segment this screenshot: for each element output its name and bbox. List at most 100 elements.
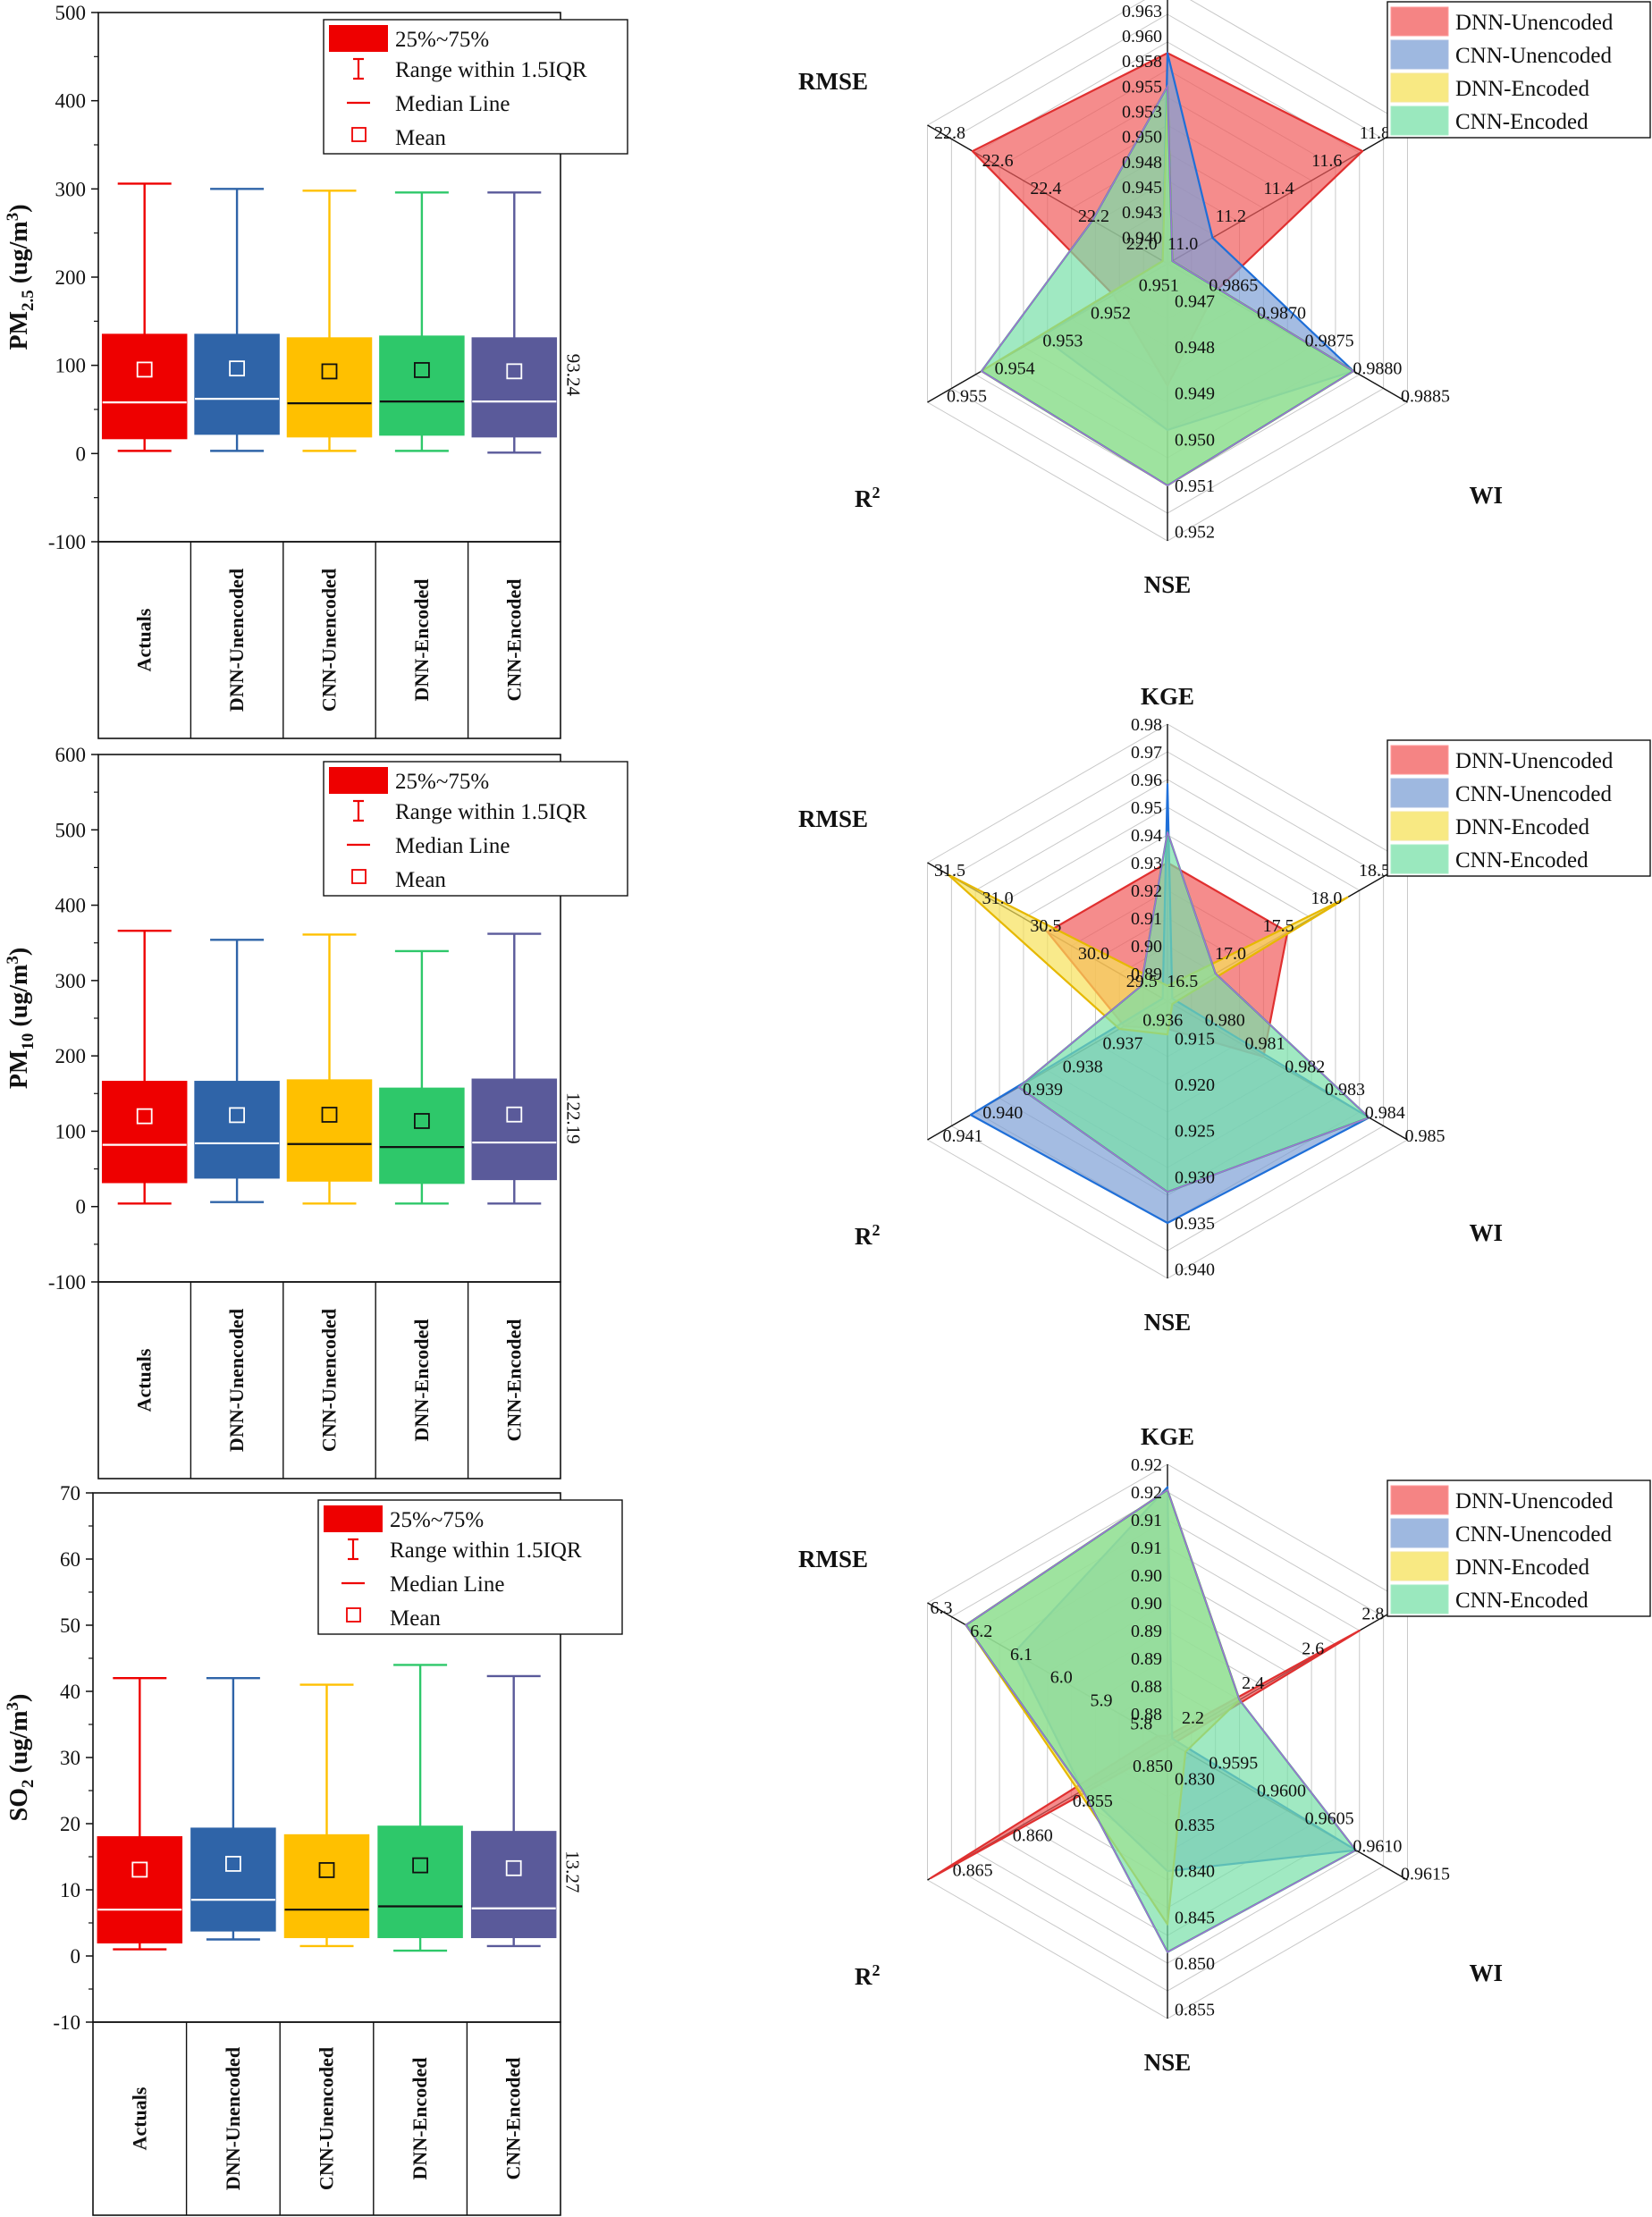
mean-marker — [136, 1108, 153, 1125]
mean-marker — [136, 361, 153, 378]
mean-marker — [224, 1856, 241, 1872]
iqr-box — [377, 1825, 463, 1939]
category-frame — [97, 541, 561, 739]
radar-axis-tick-label: 0.830 — [1175, 1769, 1215, 1789]
radar-axis-tick-label: 0.9885 — [1401, 386, 1450, 406]
mean-marker — [413, 362, 430, 378]
radar-legend-label: DNN-Unencoded — [1455, 749, 1614, 773]
y-axis-label: SO2 (ug/m3) — [4, 1694, 38, 1822]
radar-axis-tick-label: 0.948 — [1122, 153, 1162, 173]
radar-legend-label: CNN-Unencoded — [1455, 782, 1612, 806]
radar-axis-title: RMSE — [798, 805, 868, 832]
radar-axis-tick-label: 22.8 — [934, 123, 965, 143]
radar-axis-tick-label: 0.9605 — [1305, 1808, 1354, 1828]
radar-axis-tick-label: 0.945 — [1122, 178, 1162, 198]
category-label: DNN-Unencoded — [225, 569, 248, 712]
radar-axis-tick-label: 11.4 — [1263, 179, 1294, 198]
y-axis-label-part: SO — [5, 1788, 33, 1821]
radar-axis-tick-label: 0.860 — [1013, 1826, 1053, 1846]
radar-axis-tick-label: 30.0 — [1078, 944, 1109, 964]
y-tick-label: 100 — [55, 1120, 87, 1142]
y-tick-label: 600 — [55, 744, 87, 766]
radar-axis-tick-label: 0.9595 — [1209, 1753, 1258, 1773]
radar-axis-title: KGE — [1141, 1423, 1194, 1450]
radar-series-outline — [980, 83, 1355, 486]
radar-legend-swatch — [1390, 105, 1449, 136]
radar-axis-tick-label: 0.90 — [1131, 1594, 1162, 1614]
y-tick-label: 300 — [55, 178, 87, 200]
radar-axis-tick-label: 11.6 — [1311, 151, 1342, 171]
radar-axis-tick-label: 0.941 — [942, 1126, 982, 1146]
y-tick-label: 50 — [60, 1614, 80, 1637]
radar-axis-tick-label: 0.92 — [1131, 881, 1162, 901]
radar-axis-title: R2 — [855, 1221, 881, 1250]
radar-axis-tick-label: 0.94 — [1131, 826, 1162, 846]
legend-label: Range within 1.5IQR — [395, 800, 587, 824]
radar-legend-label: CNN-Encoded — [1455, 110, 1589, 134]
radar-axis-tick-label: 0.936 — [1142, 1011, 1183, 1031]
y-tick-label: 100 — [55, 355, 87, 377]
radar-axis-tick-label: 0.91 — [1131, 1511, 1162, 1530]
radar-axis-tick-label: 0.9870 — [1257, 303, 1306, 323]
category-label: CNN-Unencoded — [318, 569, 341, 712]
category-label: CNN-Encoded — [502, 2058, 525, 2180]
radar-axis-title: WI — [1469, 1960, 1503, 1986]
mean-marker — [131, 1861, 148, 1878]
category-label: CNN-Encoded — [502, 579, 525, 702]
legend-label: 25%~75% — [390, 1508, 484, 1532]
radar-axis-tick-label: 0.850 — [1133, 1757, 1173, 1776]
radar-axis-tick-label: 0.9880 — [1353, 358, 1402, 378]
radar-axis-tick-label: 6.1 — [1010, 1645, 1032, 1665]
radar-axis-tick-label: 0.91 — [1131, 909, 1162, 929]
y-axis-label-part: PM — [5, 1050, 33, 1090]
mean-value-label: 122.19 — [562, 1092, 584, 1144]
legend-label: Range within 1.5IQR — [395, 58, 587, 82]
radar-axis-tick-label: 0.951 — [1175, 476, 1215, 496]
radar-axis-tick-label: 0.9615 — [1401, 1864, 1450, 1884]
legend-label: Median Line — [395, 834, 510, 858]
radar-axis-tick-label: 0.850 — [1175, 1954, 1215, 1974]
radar-legend-swatch — [1390, 1485, 1449, 1515]
legend-label: Median Line — [395, 92, 510, 116]
iqr-box — [97, 1836, 183, 1943]
radar-axis-tick-label: 0.9600 — [1257, 1781, 1306, 1800]
category-label: Actuals — [133, 608, 156, 671]
mean-marker — [321, 363, 338, 380]
radar-axis-tick-label: 0.951 — [1139, 275, 1179, 295]
radar-axis-tick-label: 17.0 — [1215, 944, 1246, 964]
radar-legend-swatch — [1390, 1551, 1449, 1581]
category-label: CNN-Encoded — [502, 1319, 525, 1442]
radar-axis-tick-label: 2.8 — [1361, 1605, 1384, 1624]
radar-axis-tick-label: 0.963 — [1122, 2, 1162, 21]
y-axis-label-part: 10 — [19, 1033, 38, 1050]
radar-axis-title: R2 — [855, 1961, 881, 1990]
iqr-box — [379, 335, 465, 436]
radar-legend-swatch — [1390, 72, 1449, 103]
iqr-box — [194, 1081, 280, 1179]
y-axis-label-part: 3 — [4, 1702, 22, 1711]
radar-axis-tick-label: 0.98 — [1131, 715, 1162, 735]
radar-legend-label: CNN-Unencoded — [1455, 44, 1612, 68]
radar-legend-label: DNN-Unencoded — [1455, 1489, 1614, 1513]
radar-axis-tick-label: 0.88 — [1131, 1705, 1162, 1724]
iqr-box — [286, 1079, 373, 1182]
y-tick-label: 200 — [55, 266, 87, 289]
radar-legend-label: DNN-Encoded — [1455, 1555, 1589, 1580]
radar-axis-tick-label: 0.920 — [1175, 1075, 1215, 1095]
radar-axis-tick-label: 11.8 — [1360, 123, 1390, 143]
radar-axis-tick-label: 0.90 — [1131, 1566, 1162, 1586]
radar-axis-tick-label: 6.3 — [930, 1598, 952, 1618]
radar-axis-title-superscript: 2 — [872, 1961, 881, 1979]
y-tick-label: 70 — [60, 1482, 80, 1505]
radar-axis-title: NSE — [1144, 2049, 1192, 2076]
radar-axis-tick-label: 0.9610 — [1353, 1836, 1402, 1856]
y-tick-label: 500 — [55, 819, 87, 841]
radar-axis-tick-label: 0.960 — [1122, 27, 1162, 46]
radar-axis-title-superscript: 2 — [872, 484, 881, 502]
radar-axis-tick-label: 0.90 — [1131, 937, 1162, 957]
radar-axis-tick-label: 11.0 — [1167, 234, 1198, 254]
iqr-box — [379, 1087, 465, 1184]
radar-axis-tick-label: 0.984 — [1365, 1103, 1405, 1123]
radar-series-outline — [965, 1488, 1357, 1953]
